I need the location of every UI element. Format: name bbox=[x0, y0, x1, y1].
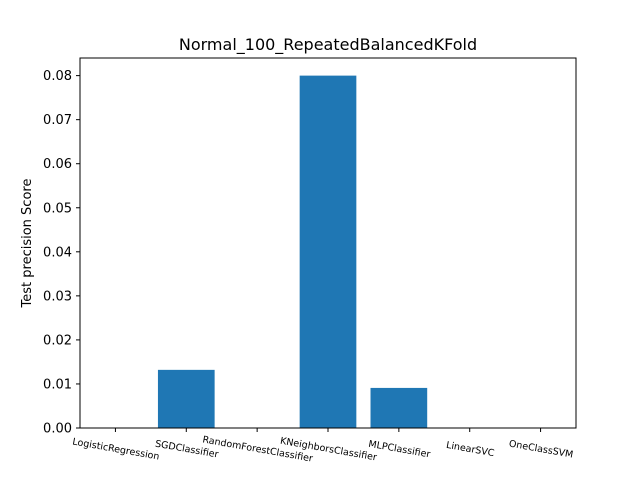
y-tick-label: 0.02 bbox=[43, 333, 72, 348]
y-tick-label: 0.04 bbox=[43, 245, 72, 260]
y-tick-label: 0.00 bbox=[43, 422, 72, 437]
y-tick-label: 0.05 bbox=[43, 201, 72, 216]
x-tick-label: LogisticRegression bbox=[72, 436, 161, 462]
bars-group bbox=[157, 75, 428, 428]
x-tick-label: OneClassSVM bbox=[508, 438, 574, 460]
bar-MLPClassifier bbox=[370, 387, 428, 428]
y-tick-label: 0.03 bbox=[43, 289, 72, 304]
y-ticks-group: 0.00 0.01 0.02 0.03 0.04 0.05 0.06 0.07 0.08 bbox=[43, 69, 80, 437]
chart-title: Normal_100_RepeatedBalancedKFold bbox=[179, 35, 477, 55]
bar-SGDClassifier bbox=[157, 369, 215, 428]
bar-KNeighborsClassifier bbox=[299, 75, 357, 428]
x-tick-label: MLPClassifier bbox=[368, 439, 432, 461]
plot-frame bbox=[79, 57, 577, 429]
x-tick-label: LinearSVC bbox=[445, 440, 495, 459]
y-axis-label: Test precision Score bbox=[20, 179, 35, 309]
x-ticks-group: LogisticRegressionSGDClassifierRandomFor… bbox=[72, 428, 574, 465]
y-tick-label: 0.08 bbox=[43, 69, 72, 84]
y-tick-label: 0.06 bbox=[43, 157, 72, 172]
y-tick-label: 0.01 bbox=[43, 377, 72, 392]
y-tick-label: 0.07 bbox=[43, 113, 72, 128]
